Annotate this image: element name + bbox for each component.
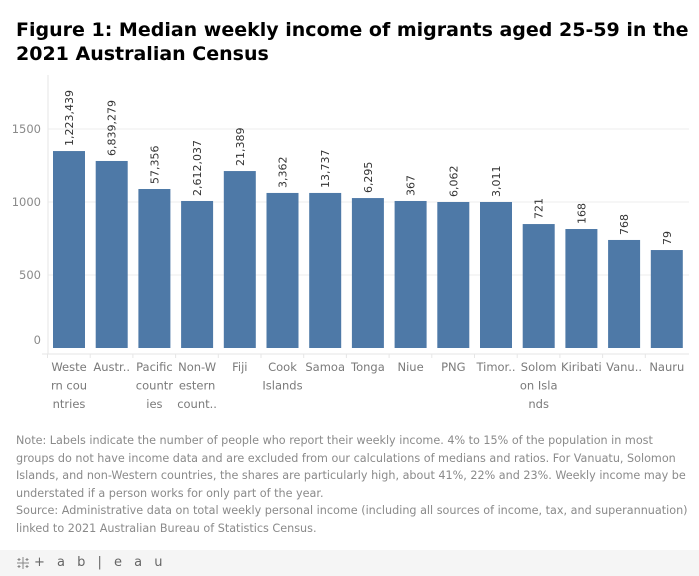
bars <box>53 151 683 348</box>
x-tick-label: Islands <box>262 379 302 393</box>
tableau-logo[interactable]: + a b | e a u <box>16 555 167 570</box>
source-line: Source: Administrative data on total wee… <box>16 504 688 518</box>
x-tick-label: estern <box>179 379 215 393</box>
tableau-footer: + a b | e a u <box>0 550 699 576</box>
x-tick-label: Niue <box>398 360 424 374</box>
y-tick-label: 0 <box>34 333 41 347</box>
x-tick-label: PNG <box>441 360 465 374</box>
x-tick-label: Solom <box>521 360 557 374</box>
bar[interactable] <box>480 202 512 348</box>
bar[interactable] <box>522 224 555 348</box>
x-tick-label: Nauru <box>649 360 684 374</box>
data-label: 1,223,439 <box>63 90 76 146</box>
data-label: 367 <box>405 175 418 196</box>
bar[interactable] <box>95 160 128 348</box>
chart-note: Note: Labels indicate the number of peop… <box>16 432 692 538</box>
bar[interactable] <box>394 200 427 348</box>
bar[interactable] <box>650 250 683 348</box>
x-tick-label: Non-W <box>178 360 216 374</box>
note-line: groups do not have income data and are e… <box>16 451 676 465</box>
bar[interactable] <box>53 151 85 348</box>
chart-title: Figure 1: Median weekly income of migran… <box>16 19 689 65</box>
data-label: 79 <box>661 231 674 245</box>
bar[interactable] <box>565 229 598 348</box>
data-label: 6,062 <box>447 166 460 198</box>
data-label: 57,356 <box>148 146 161 185</box>
y-tick-label: 500 <box>19 268 41 282</box>
bar[interactable] <box>437 202 470 348</box>
y-tick-label: 1000 <box>12 195 41 209</box>
bar[interactable] <box>138 189 171 348</box>
x-axis: Weste rn cou ntries Austr.. Pacific countr ies… <box>42 353 689 411</box>
tableau-cross-icon <box>17 556 29 569</box>
x-tick-label: rn cou <box>51 379 87 393</box>
x-tick-label: countr <box>136 379 173 393</box>
data-label: 13,737 <box>319 149 332 188</box>
y-axis: 0 500 1000 1500 <box>12 75 49 354</box>
note-line: understated if a person works for only p… <box>16 486 324 500</box>
x-tick-label: on Isla <box>520 379 558 393</box>
tableau-wordmark: + a b | e a u <box>34 555 167 570</box>
data-label: 168 <box>575 203 588 224</box>
x-tick-label: Samoa <box>305 360 345 374</box>
note-line: Note: Labels indicate the number of peop… <box>16 434 653 447</box>
bar[interactable] <box>181 200 214 348</box>
data-label: 768 <box>618 214 631 235</box>
x-tick-label: count.. <box>177 397 217 411</box>
data-label: 2,612,037 <box>191 140 204 196</box>
data-label: 3,362 <box>277 156 290 188</box>
x-tick-label: Tonga <box>350 360 385 374</box>
data-label: 3,011 <box>490 166 503 198</box>
x-tick-label: Weste <box>51 360 86 374</box>
y-tick-label: 1500 <box>12 122 41 136</box>
bar-chart: 0 500 1000 1500 1,223,439 6,839,279 57,356 2,6… <box>12 75 689 411</box>
bar[interactable] <box>351 198 384 348</box>
x-tick-label: ies <box>146 397 162 411</box>
bar[interactable] <box>608 239 641 348</box>
x-tick-label: Cook <box>268 360 297 374</box>
x-tick-label: Austr.. <box>93 360 130 374</box>
data-label: 6,839,279 <box>106 100 119 156</box>
x-tick-label: Timor.. <box>475 360 515 374</box>
source-line: linked to 2021 Australian Bureau of Stat… <box>16 521 317 535</box>
bar[interactable] <box>266 192 299 348</box>
data-label: 721 <box>533 198 546 219</box>
note-line: Islands, and non-Western countries, the … <box>16 469 686 483</box>
x-tick-label: Fiji <box>232 360 247 374</box>
x-tick-label: Kiribati <box>561 360 602 374</box>
x-tick-label: Vanu.. <box>606 360 642 374</box>
x-tick-label: Pacific <box>136 360 173 374</box>
bar[interactable] <box>309 192 342 348</box>
data-label: 6,295 <box>362 162 375 194</box>
x-tick-label: ntries <box>53 397 86 411</box>
data-label: 21,389 <box>234 128 247 167</box>
data-labels: 1,223,439 6,839,279 57,356 2,612,037 21,389 3… <box>63 90 674 245</box>
x-tick-label: nds <box>528 397 549 411</box>
bar[interactable] <box>223 171 256 348</box>
